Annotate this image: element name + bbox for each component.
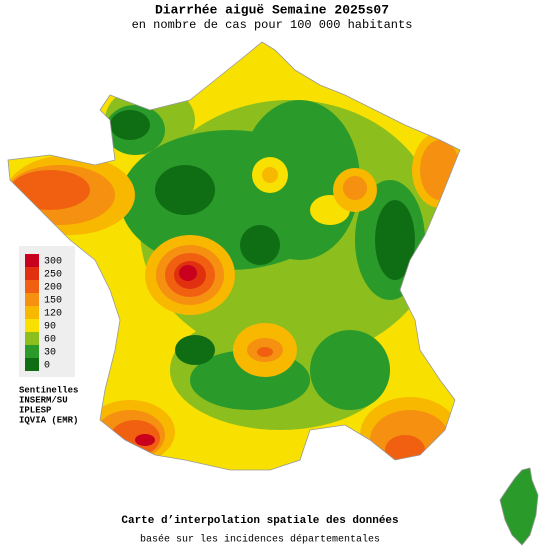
subtitle: en nombre de cas pour 100 000 habitants (132, 18, 413, 32)
level-area (385, 435, 425, 465)
level-area (179, 265, 197, 281)
legend-swatch (25, 319, 39, 332)
level-area (420, 140, 460, 200)
level-area (310, 330, 390, 410)
level-area (110, 110, 150, 140)
legend-label: 150 (44, 296, 62, 307)
level-area (175, 335, 215, 365)
level-area (240, 225, 280, 265)
footer-line: Carte d’interpolation spatiale des donné… (121, 515, 398, 527)
legend-label: 30 (44, 348, 56, 359)
incidence-surface (8, 42, 460, 470)
title: Diarrhée aiguë Semaine 2025s07 (155, 2, 389, 17)
legend-label: 250 (44, 270, 62, 281)
level-area (155, 165, 215, 215)
legend-label: 120 (44, 309, 62, 320)
legend-swatch (25, 358, 39, 371)
legend-swatch (25, 267, 39, 280)
legend-swatch (25, 280, 39, 293)
source-line: IPLESP (19, 405, 52, 415)
level-area (343, 176, 367, 200)
footer-line: basée sur les incidences départementales (140, 534, 380, 546)
level-area (262, 167, 278, 183)
france-outline (7, 41, 461, 471)
legend-swatch (25, 345, 39, 358)
source-line: INSERM/SU (19, 395, 68, 405)
level-area (135, 434, 155, 446)
source-line: IQVIA (EMR) (19, 415, 78, 425)
level-area (375, 200, 415, 280)
legend-swatch (25, 306, 39, 319)
legend-label: 60 (44, 335, 56, 346)
legend-swatch (25, 293, 39, 306)
legend-label: 200 (44, 283, 62, 294)
legend-swatch (25, 254, 39, 267)
level-area (257, 347, 273, 357)
legend-label: 300 (44, 257, 62, 268)
level-area (10, 170, 90, 210)
source-line: Sentinelles (19, 385, 78, 395)
legend-swatch (25, 332, 39, 345)
legend-label: 0 (44, 361, 50, 372)
corsica (499, 467, 539, 546)
legend-label: 90 (44, 322, 56, 333)
